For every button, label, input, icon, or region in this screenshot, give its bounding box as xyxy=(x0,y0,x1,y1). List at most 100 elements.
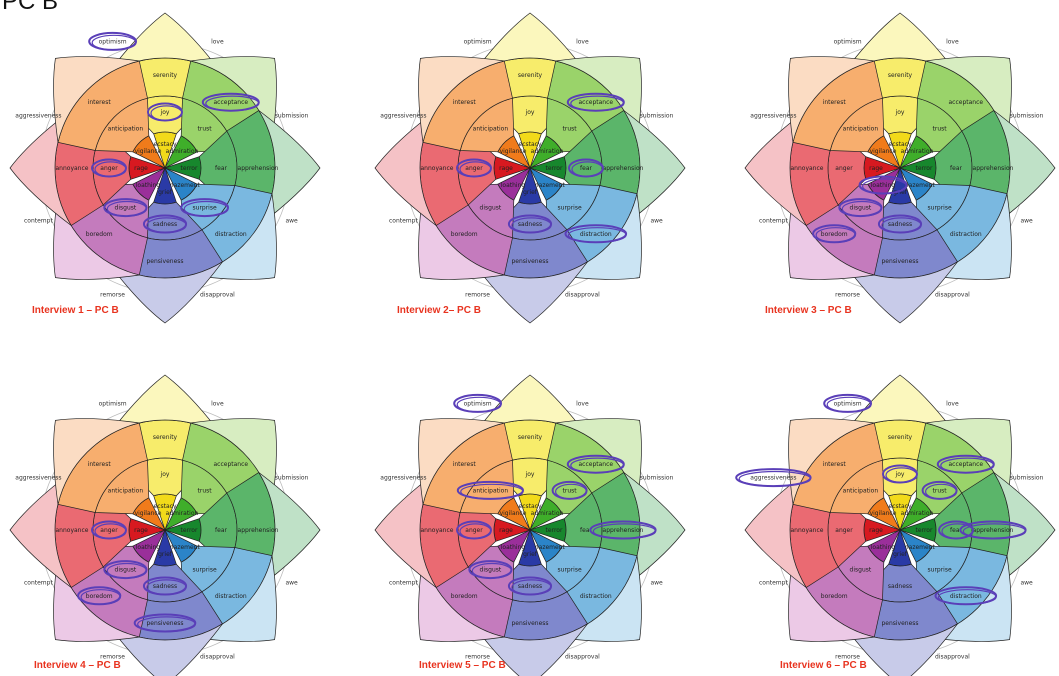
emotion-label: joy xyxy=(895,109,905,116)
emotion-label: serenity xyxy=(518,434,543,441)
petal-tip-anger xyxy=(744,472,807,588)
dyad-label: love xyxy=(946,400,959,407)
emotion-label: trust xyxy=(198,487,213,494)
emotion-label: amazement xyxy=(529,182,565,189)
emotion-label: serenity xyxy=(518,72,543,79)
emotion-label: fear xyxy=(950,165,962,172)
emotion-label: fear xyxy=(580,165,592,172)
emotion-label: boredom xyxy=(821,231,848,238)
emotion-label: ecstacy xyxy=(889,141,912,148)
dyad-label: awe xyxy=(285,579,298,586)
emotion-label: acceptance xyxy=(578,99,613,106)
interview-caption: Interview 5 – PC B xyxy=(419,660,506,671)
emotion-label: joy xyxy=(525,471,535,478)
highlight-ellipse-stroke xyxy=(456,396,502,413)
petal-tip-fear xyxy=(623,472,686,588)
emotion-label: boredom xyxy=(86,231,113,238)
highlight-ellipse-stroke xyxy=(205,95,260,112)
emotion-label: joy xyxy=(895,471,905,478)
emotion-wheel-2: ecstacy joy serenity admiration trust accepta… xyxy=(374,12,686,324)
petal-anticipation: vigilance anticipation interest xyxy=(53,56,166,169)
petal-tip-disgust xyxy=(788,193,875,280)
emotion-wheel-4: ecstacy joy serenity admiration trust accepta… xyxy=(9,374,321,676)
emotion-label: acceptance xyxy=(948,461,983,468)
dyad-label: aggressiveness xyxy=(380,475,426,482)
emotion-label: grief xyxy=(523,189,538,196)
petal-tip-disgust xyxy=(418,193,505,280)
emotion-wheel-3: ecstacy joy serenity admiration trust accepta… xyxy=(744,12,1056,324)
dyad-label: disapproval xyxy=(565,292,600,299)
emotion-label: surprise xyxy=(558,205,582,212)
emotion-label: anger xyxy=(465,527,483,534)
emotion-label: fear xyxy=(950,527,962,534)
emotion-label: admiration xyxy=(901,148,934,155)
emotion-label: serenity xyxy=(888,72,913,79)
emotion-label: distraction xyxy=(580,593,612,600)
petal-tip-trust xyxy=(555,56,642,143)
emotion-label: annoyance xyxy=(56,527,89,534)
emotion-label: distraction xyxy=(215,593,247,600)
petal-tip-trust xyxy=(925,56,1012,143)
emotion-label: acceptance xyxy=(213,99,248,106)
emotion-label: rage xyxy=(869,527,883,534)
emotion-label: surprise xyxy=(928,205,952,212)
petal-anticipation: vigilance anticipation interest xyxy=(418,56,531,169)
emotion-label: sadness xyxy=(518,583,542,590)
emotion-label: boredom xyxy=(451,231,478,238)
dyad-label: aggressiveness xyxy=(380,113,426,120)
emotion-label: serenity xyxy=(153,72,178,79)
emotion-label: annoyance xyxy=(421,527,454,534)
emotion-label: fear xyxy=(215,165,227,172)
dyad-label: contempt xyxy=(389,579,418,586)
emotion-label: anticipation xyxy=(108,487,144,494)
emotion-label: rage xyxy=(869,165,883,172)
emotion-label: surprise xyxy=(558,567,582,574)
petal-tip-surprise xyxy=(190,555,277,642)
emotion-label: amazement xyxy=(164,544,200,551)
emotion-label: amazement xyxy=(899,544,935,551)
highlight-ellipse-stroke xyxy=(146,579,187,596)
emotion-label: boredom xyxy=(86,593,113,600)
dyad-label: disapproval xyxy=(935,292,970,299)
emotion-label: anticipation xyxy=(843,125,879,132)
emotion-label: terror xyxy=(546,527,563,534)
emotion-label: surprise xyxy=(193,567,217,574)
emotion-label: disgust xyxy=(850,205,872,212)
emotion-label: terror xyxy=(546,165,563,172)
highlight-ellipse-stroke xyxy=(738,470,812,487)
highlight-ellipse-stroke xyxy=(570,457,625,474)
highlight-ellipse-stroke xyxy=(826,396,872,413)
highlight-ellipse-stroke xyxy=(137,616,196,633)
emotion-label: pensiveness xyxy=(881,620,918,627)
petal-tip-anger xyxy=(374,472,437,588)
dyad-label: love xyxy=(576,400,589,407)
petal-tip-disgust xyxy=(788,555,875,642)
emotion-label: terror xyxy=(916,527,933,534)
emotion-label: pensiveness xyxy=(146,258,183,265)
emotion-label: loathing xyxy=(136,182,161,189)
petal-tip-anticipation xyxy=(788,418,875,505)
dyad-label: submission xyxy=(275,475,309,482)
highlight-ellipse-stroke xyxy=(924,483,958,500)
emotion-label: amazement xyxy=(164,182,200,189)
petal-tip-joy xyxy=(107,374,223,437)
emotion-label: rage xyxy=(134,527,148,534)
emotion-label: sadness xyxy=(888,583,912,590)
emotion-label: sadness xyxy=(153,583,177,590)
dyad-label: awe xyxy=(650,579,663,586)
dyad-label: love xyxy=(211,38,224,45)
emotion-label: anger xyxy=(835,165,853,172)
petal-tip-fear xyxy=(993,472,1056,588)
dyad-label: aggressiveness xyxy=(750,475,796,482)
emotion-label: vigilance xyxy=(870,510,897,517)
petal-tip-sadness xyxy=(842,261,958,324)
emotion-wheel-5: ecstacy joy serenity admiration trust accepta… xyxy=(374,374,686,676)
emotion-label: loathing xyxy=(871,544,896,551)
emotion-label: terror xyxy=(181,527,198,534)
emotion-label: distraction xyxy=(950,231,982,238)
highlight-ellipse-stroke xyxy=(554,483,588,500)
highlight-ellipse-stroke xyxy=(460,483,524,500)
petal-tip-trust xyxy=(555,418,642,505)
petal-tip-surprise xyxy=(190,193,277,280)
petal-anticipation: vigilance anticipation interest xyxy=(788,56,901,169)
